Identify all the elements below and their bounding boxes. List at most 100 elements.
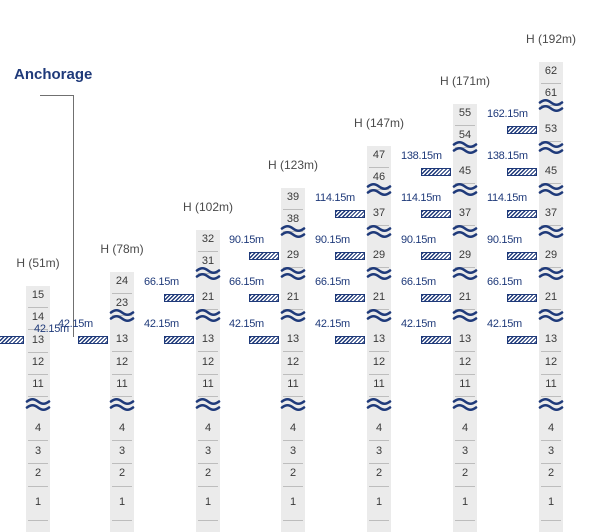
height-label: H (78m) [100,242,144,256]
floor-separator [455,440,475,441]
floor-number: 11 [459,378,471,390]
anchor-elevation-label: 66.15m [144,276,179,288]
building-column [367,146,391,532]
floor-number: 31 [201,255,215,267]
floor-number: 13 [201,333,215,345]
anchor-hatch-icon [78,336,108,344]
anchor-elevation-label: 42.15m [144,318,179,330]
floor-separator [112,374,132,375]
floor-separator [283,520,303,521]
floor-separator [198,273,218,274]
floor-number: 2 [461,467,469,479]
floor-separator [369,520,389,521]
height-label: H (171m) [439,74,490,88]
floor-separator [541,351,561,352]
anchor-elevation-label: 66.15m [315,276,350,288]
anchor-elevation-label: 90.15m [487,234,522,246]
floor-separator [283,209,303,210]
anchor-hatch-icon [507,210,537,218]
floor-separator [455,225,475,226]
floor-number: 45 [544,165,558,177]
anchor-hatch-icon [507,294,537,302]
floor-separator [541,374,561,375]
floor-number: 12 [201,356,215,368]
floor-number: 24 [115,275,129,287]
floor-separator [198,309,218,310]
floor-number: 12 [115,356,129,368]
anchor-hatch-icon [507,252,537,260]
floor-number: 12 [286,356,300,368]
floor-separator [283,440,303,441]
floor-number: 1 [204,496,212,508]
floor-separator [28,520,48,521]
title-leader-vertical [73,95,74,337]
wave-break-icon [195,308,221,323]
wave-break-icon [25,397,51,412]
floor-number: 23 [115,297,129,309]
floor-number: 62 [544,65,558,77]
floor-number: 61 [544,87,558,99]
floor-number: 13 [372,333,386,345]
anchor-elevation-label: 42.15m [229,318,264,330]
floor-separator [198,486,218,487]
floor-number: 4 [461,422,469,434]
floor-separator [112,440,132,441]
floor-separator [369,267,389,268]
building-column [281,188,305,532]
floor-number: 3 [204,445,212,457]
wave-break-icon [538,266,564,281]
wave-break-icon [366,182,392,197]
floor-separator [112,520,132,521]
wave-break-icon [538,182,564,197]
floor-number: 38 [286,213,300,225]
floor-number: 4 [289,422,297,434]
wave-break-icon [195,397,221,412]
floor-separator [541,141,561,142]
floor-separator [28,352,48,353]
floor-separator [369,396,389,397]
floor-separator [283,231,303,232]
floor-number: 3 [289,445,297,457]
floor-separator [112,396,132,397]
floor-number: 12 [31,356,45,368]
floor-number: 12 [372,356,386,368]
floor-number: 12 [544,356,558,368]
floor-separator [198,351,218,352]
floor-number: 11 [116,378,128,390]
floor-separator [198,251,218,252]
wave-break-icon [280,397,306,412]
floor-separator [369,225,389,226]
anchor-hatch-icon [335,294,365,302]
anchor-hatch-icon [249,252,279,260]
wave-break-icon [538,224,564,239]
wave-break-icon [195,266,221,281]
floor-number: 4 [375,422,383,434]
anchor-elevation-label: 90.15m [229,234,264,246]
floor-number: 45 [458,165,472,177]
wave-break-icon [280,308,306,323]
floor-number: 11 [545,378,557,390]
anchor-elevation-label: 42.15m [58,318,93,330]
floor-number: 3 [461,445,469,457]
anchor-elevation-label: 114.15m [487,192,527,204]
floor-number: 4 [34,422,42,434]
floor-separator [541,486,561,487]
floor-separator [455,351,475,352]
floor-number: 37 [544,207,558,219]
anchor-hatch-icon [164,336,194,344]
floor-number: 32 [201,233,215,245]
height-label: H (123m) [267,158,318,172]
anchor-hatch-icon [421,294,451,302]
floor-separator [541,105,561,106]
wave-break-icon [452,266,478,281]
floor-number: 21 [458,291,472,303]
anchor-elevation-label: 138.15m [401,150,442,162]
wave-break-icon [452,140,478,155]
floor-number: 2 [547,467,555,479]
floor-separator [112,463,132,464]
floor-separator [283,351,303,352]
floor-number: 29 [458,249,472,261]
floor-number: 21 [544,291,558,303]
floor-separator [283,309,303,310]
